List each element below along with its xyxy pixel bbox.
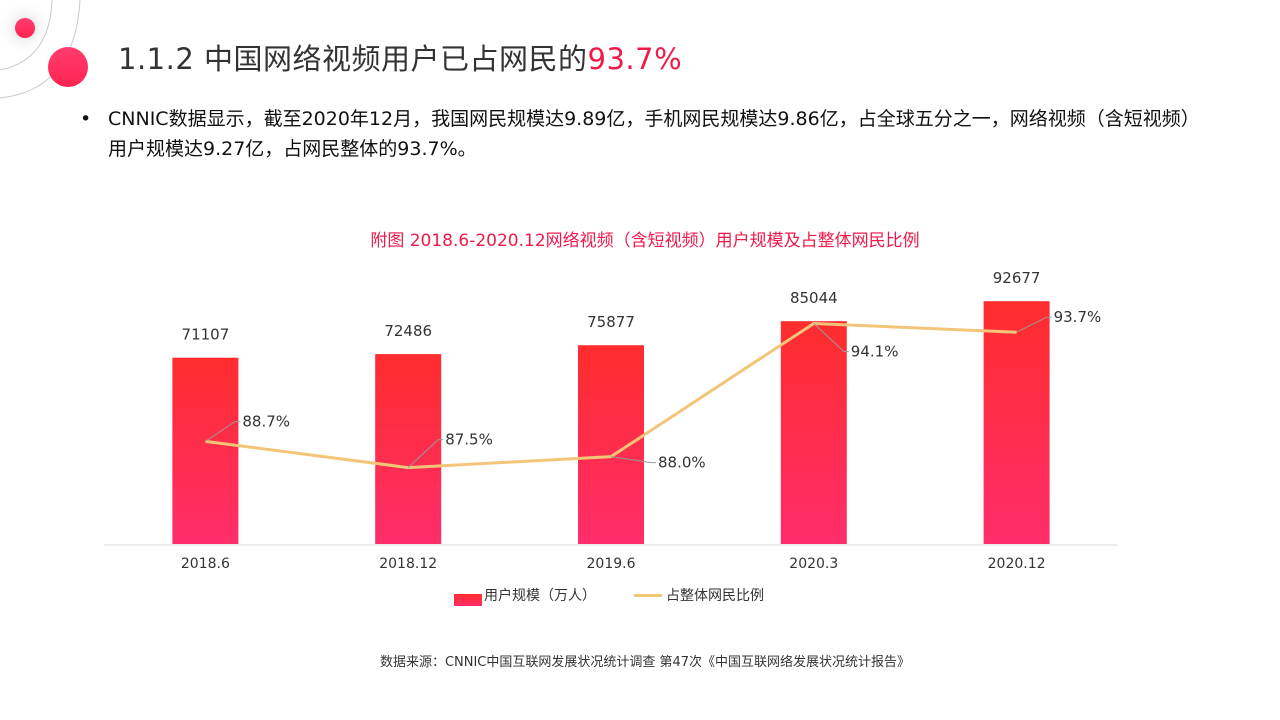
title-text: 1.1.2 中国网络视频用户已占网民的 xyxy=(118,42,588,76)
leader-line xyxy=(813,323,849,352)
bar xyxy=(780,321,847,544)
leader-line xyxy=(1016,316,1052,333)
x-tick-label: 2018.6 xyxy=(181,556,230,572)
bar xyxy=(375,354,442,544)
small-dot xyxy=(15,18,35,38)
bar xyxy=(983,301,1050,544)
bar xyxy=(578,345,644,544)
x-tick-label: 2020.3 xyxy=(789,556,838,572)
legend-line-swatch xyxy=(634,593,662,597)
bullet-marker: • xyxy=(80,108,92,130)
x-tick-label: 2020.12 xyxy=(988,556,1046,572)
leader-line xyxy=(407,439,444,468)
source-note: 数据来源：CNNIC中国互联网发展状况统计调查 第47次《中国互联网络发展状况统… xyxy=(379,655,911,670)
page-title: 1.1.2 中国网络视频用户已占网民的93.7% xyxy=(118,36,682,78)
large-dot xyxy=(48,47,88,87)
bar-value-label: 85044 xyxy=(790,289,838,307)
legend: 用户规模（万人） 占整体网民比例 xyxy=(454,584,764,606)
leader-line xyxy=(205,420,241,442)
x-tick-label: 2018.12 xyxy=(379,556,437,572)
ratio-value-label: 93.7% xyxy=(1054,308,1102,326)
ratio-value-label: 94.1% xyxy=(851,342,899,360)
bar-value-label: 75877 xyxy=(587,313,635,331)
chart-title: 附图 2018.6-2020.12网络视频（含短视频）用户规模及占整体网民比例 xyxy=(370,231,920,251)
bar-value-label: 92677 xyxy=(993,269,1041,287)
ratio-value-label: 88.7% xyxy=(242,412,290,430)
legend-bar-swatch xyxy=(454,594,482,606)
title-highlight: 93.7% xyxy=(587,42,683,76)
bullet-text: CNNIC数据显示，截至2020年12月，我国网民规模达9.89亿，手机网民规模… xyxy=(108,108,1200,160)
bar-value-label: 72486 xyxy=(384,322,432,340)
ratio-value-label: 87.5% xyxy=(445,431,493,449)
bar-value-label: 71107 xyxy=(182,326,230,344)
bar xyxy=(172,357,239,544)
bullet-paragraph: • CNNIC数据显示，截至2020年12月，我国网民规模达9.89亿，手机网民… xyxy=(80,104,1210,164)
x-tick-label: 2019.6 xyxy=(587,556,636,572)
legend-line-label: 占整体网民比例 xyxy=(666,588,764,604)
decorative-circles xyxy=(0,0,88,99)
legend-bar-label: 用户规模（万人） xyxy=(484,588,596,604)
leader-line xyxy=(610,456,656,464)
ratio-value-label: 88.0% xyxy=(658,454,706,472)
